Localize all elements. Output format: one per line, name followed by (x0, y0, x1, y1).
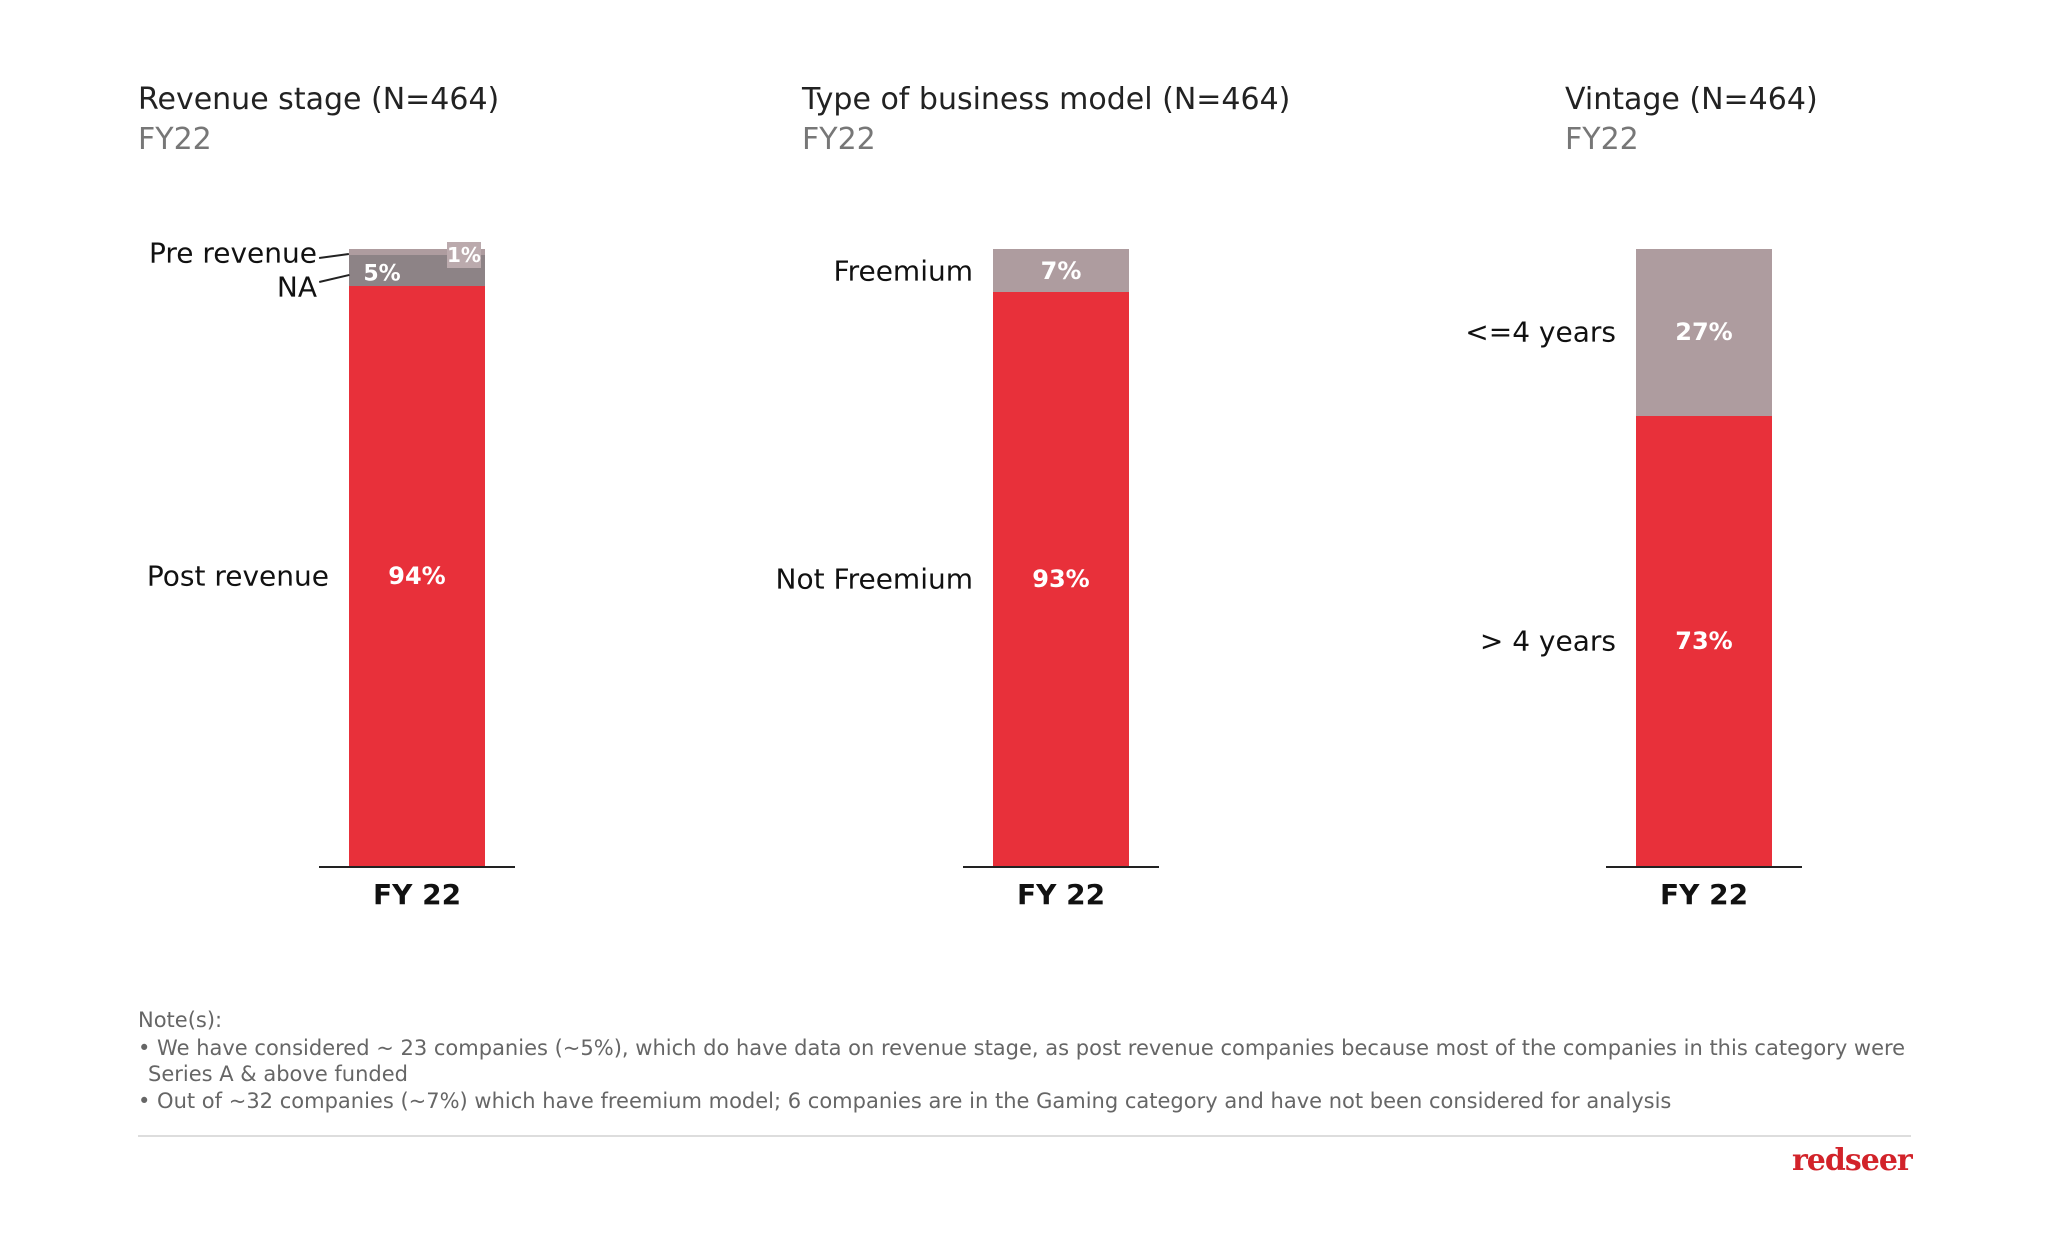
data-label: 7% (1040, 256, 1082, 285)
series-label: Pre revenue (148, 236, 317, 270)
bar-segment--4-years (1636, 415, 1772, 866)
chart-subtitle: FY22 (1565, 122, 1639, 157)
redseer-logo: redseer (1792, 1143, 1913, 1178)
series-label: <=4 years (1465, 315, 1616, 349)
data-label: 94% (388, 562, 446, 590)
x-tick-label: FY 22 (372, 878, 462, 911)
data-label: 73% (1675, 626, 1733, 655)
series-label: Freemium (833, 254, 974, 288)
chart-title: Revenue stage (N=464) (138, 82, 500, 117)
notes-heading: Note(s): (138, 1008, 223, 1032)
leader-line (319, 253, 350, 259)
data-label: 93% (1032, 565, 1090, 594)
data-label: 5% (363, 261, 401, 287)
note-line: Series A & above funded (148, 1062, 409, 1086)
small-label-box (447, 242, 481, 268)
data-label: 1% (447, 243, 481, 267)
series-label: Not Freemium (775, 562, 973, 596)
chart-title: Type of business model (N=464) (802, 82, 1291, 117)
chart-subtitle: FY22 (802, 122, 876, 157)
series-label: NA (276, 270, 317, 304)
x-axis-line (963, 866, 1159, 868)
x-tick-label: FY 22 (1659, 878, 1749, 911)
x-axis-line (319, 866, 515, 868)
footer-divider (138, 1135, 1911, 1137)
x-tick-label: FY 22 (1016, 878, 1106, 911)
leader-line (319, 274, 350, 283)
series-label: > 4 years (1479, 624, 1616, 658)
chart-title: Vintage (N=464) (1565, 82, 1818, 117)
bar-segment-freemium (993, 249, 1129, 293)
bar-segment--4-years (1636, 249, 1772, 416)
data-label: 27% (1675, 318, 1733, 347)
series-label: Post revenue (146, 559, 329, 593)
bar-segment-not-freemium (993, 292, 1129, 866)
note-line: • We have considered ~ 23 companies (~5%… (138, 1036, 1906, 1060)
bar-segment-post-revenue (349, 286, 485, 866)
chart-subtitle: FY22 (138, 122, 212, 157)
note-line: • Out of ~32 companies (~7%) which have … (138, 1089, 1672, 1113)
bar-segment-pre-revenue (349, 249, 485, 256)
x-axis-line (1606, 866, 1802, 868)
